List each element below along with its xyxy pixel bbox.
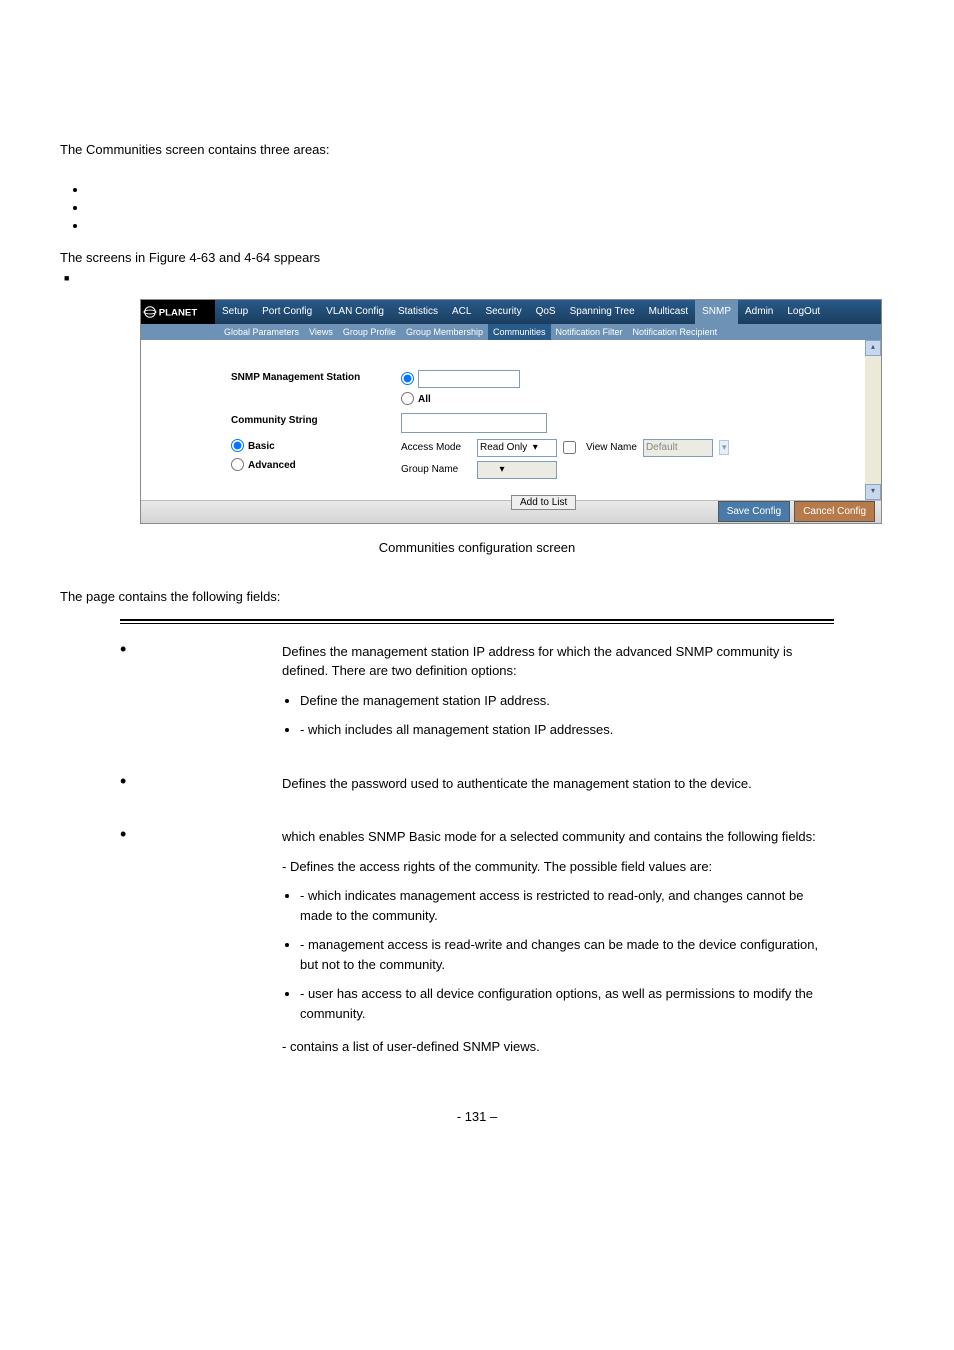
intro-text: The Communities screen contains three ar… <box>60 140 894 160</box>
community-string-input[interactable] <box>401 413 547 433</box>
screens-line: The screens in Figure 4-63 and 4-64 sppe… <box>60 248 894 268</box>
subnav-notifrecipient[interactable]: Notification Recipient <box>628 324 723 340</box>
mode-advanced-input[interactable] <box>231 458 244 471</box>
mgmt-bullet-ip: Define the management station IP address… <box>300 691 834 711</box>
add-to-list-button[interactable]: Add to List <box>511 495 576 510</box>
subnav-notiffilter[interactable]: Notification Filter <box>551 324 628 340</box>
view-name-select[interactable]: Default <box>643 439 713 457</box>
mode-basic[interactable]: Basic <box>231 439 401 454</box>
subnav-global[interactable]: Global Parameters <box>219 324 304 340</box>
nav-admin[interactable]: Admin <box>738 300 780 324</box>
subnav-groupmembership[interactable]: Group Membership <box>401 324 488 340</box>
nav-spanningtree[interactable]: Spanning Tree <box>563 300 642 324</box>
planet-logo: PLANET <box>141 300 215 324</box>
nav-multicast[interactable]: Multicast <box>642 300 695 324</box>
divider-thick <box>120 619 834 621</box>
nav-portconfig[interactable]: Port Config <box>255 300 319 324</box>
mode-advanced-label: Advanced <box>248 460 296 471</box>
group-name-label: Group Name <box>401 462 471 477</box>
mgmt-bullet-all: - which includes all management station … <box>300 720 834 740</box>
access-mode-intro: - Defines the access rights of the commu… <box>282 857 834 877</box>
mgmt-station-label: SNMP Management Station <box>231 370 401 385</box>
view-name-desc: - contains a list of user-defined SNMP v… <box>282 1037 834 1057</box>
page-number: - 131 – <box>60 1107 894 1127</box>
sub-nav: Global Parameters Views Group Profile Gr… <box>141 324 881 340</box>
community-string-label: Community String <box>231 413 401 428</box>
fields-header: The page contains the following fields: <box>60 587 894 607</box>
subnav-groupprofile[interactable]: Group Profile <box>338 324 401 340</box>
nav-acl[interactable]: ACL <box>445 300 478 324</box>
divider-thin <box>120 623 834 624</box>
area-bullet <box>88 198 894 208</box>
subnav-views[interactable]: Views <box>304 324 338 340</box>
group-name-select: ▾ <box>477 461 557 479</box>
config-screenshot: PLANET Setup Port Config VLAN Config Sta… <box>140 299 882 524</box>
nav-security[interactable]: Security <box>478 300 528 324</box>
nav-statistics[interactable]: Statistics <box>391 300 445 324</box>
viewname-dd-icon[interactable]: ▾ <box>719 440 730 456</box>
screenshot-body: ▴ ▾ SNMP Management Station All Communit… <box>141 340 881 500</box>
areas-list <box>88 180 894 226</box>
scroll-up-icon[interactable]: ▴ <box>865 340 881 356</box>
main-nav: Setup Port Config VLAN Config Statistics… <box>215 300 827 324</box>
basic-desc: which enables SNMP Basic mode for a sele… <box>282 827 834 847</box>
access-mode-label: Access Mode <box>401 440 471 455</box>
nav-snmp[interactable]: SNMP <box>695 300 738 324</box>
mgmt-radio-ip[interactable] <box>401 370 520 388</box>
mode-basic-input[interactable] <box>231 439 244 452</box>
mgmt-radio-all-label: All <box>418 394 431 405</box>
figure-caption: Communities configuration screen <box>60 538 894 558</box>
access-super: - user has access to all device configur… <box>300 984 834 1023</box>
square-bullet: ■ <box>64 272 69 286</box>
mode-basic-label: Basic <box>248 441 275 452</box>
subnav-communities[interactable]: Communities <box>488 324 551 340</box>
view-name-label: View Name <box>586 440 637 455</box>
bullet-icon: • <box>120 774 142 804</box>
nav-setup[interactable]: Setup <box>215 300 255 324</box>
topbar: PLANET Setup Port Config VLAN Config Sta… <box>141 300 881 324</box>
area-bullet <box>88 216 894 226</box>
mgmt-radio-all-input[interactable] <box>401 392 414 405</box>
mgmt-desc: Defines the management station IP addres… <box>282 642 834 681</box>
mgmt-radio-ip-input[interactable] <box>401 372 414 385</box>
svg-text:PLANET: PLANET <box>159 307 198 318</box>
area-bullet <box>88 180 894 190</box>
access-readwrite: - management access is read-write and ch… <box>300 935 834 974</box>
nav-vlanconfig[interactable]: VLAN Config <box>319 300 391 324</box>
nav-qos[interactable]: QoS <box>529 300 563 324</box>
access-mode-select[interactable]: Read Only ▾ <box>477 439 557 457</box>
bullet-icon: • <box>120 827 142 1067</box>
bullet-icon: • <box>120 642 142 750</box>
nav-logout[interactable]: LogOut <box>780 300 827 324</box>
scroll-down-icon[interactable]: ▾ <box>865 484 881 500</box>
mode-advanced[interactable]: Advanced <box>231 458 401 473</box>
community-desc: Defines the password used to authenticat… <box>282 774 834 794</box>
access-readonly: - which indicates management access is r… <box>300 886 834 925</box>
mgmt-radio-all[interactable]: All <box>401 392 520 407</box>
view-name-checkbox[interactable] <box>563 441 576 454</box>
